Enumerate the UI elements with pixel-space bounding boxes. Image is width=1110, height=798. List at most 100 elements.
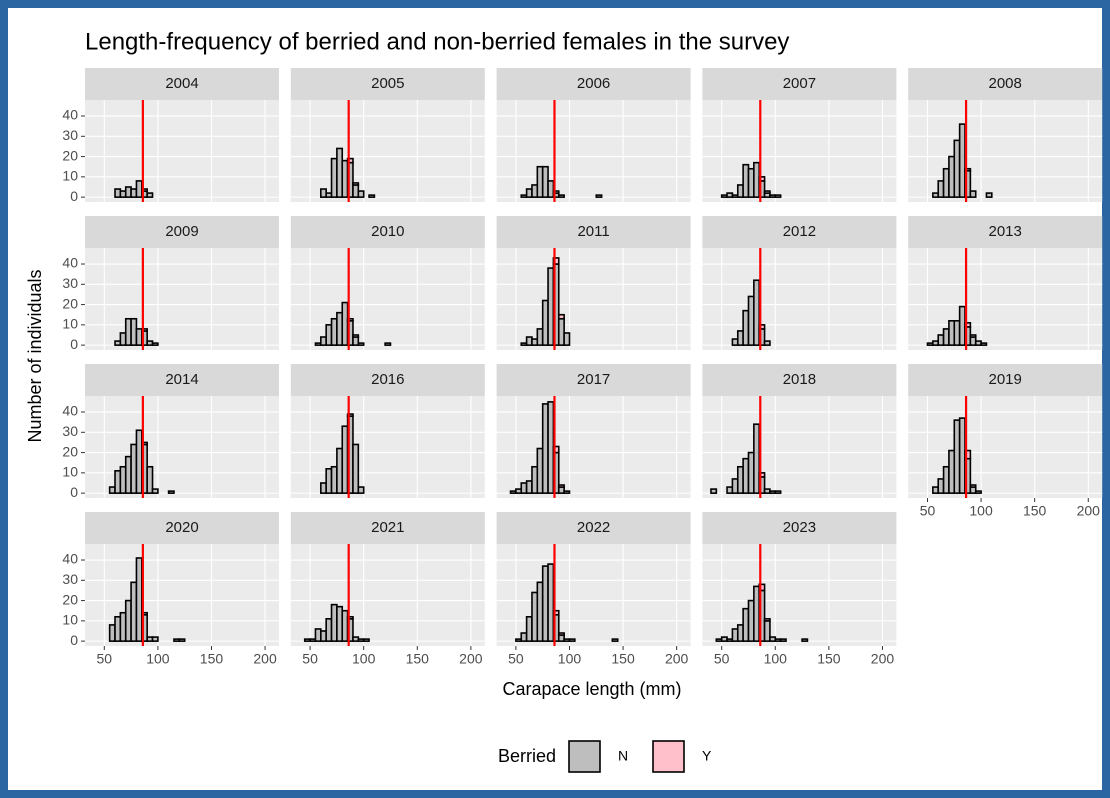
strip — [85, 216, 279, 248]
strip — [908, 364, 1103, 396]
legend-key — [568, 740, 601, 773]
bar — [747, 295, 755, 346]
bar — [541, 165, 549, 198]
bar — [774, 490, 782, 494]
panel-background — [290, 544, 485, 646]
bar — [769, 636, 777, 642]
bar — [520, 194, 528, 198]
strip-label: 2019 — [989, 371, 1022, 388]
bar — [948, 155, 956, 198]
bar — [124, 317, 132, 346]
x-tick-label: 100 — [352, 651, 376, 667]
bar — [352, 182, 360, 186]
strip-label: 2018 — [783, 371, 816, 388]
strip-label: 2016 — [371, 371, 404, 388]
y-tick-label: 10 — [62, 168, 78, 184]
strip — [496, 512, 691, 544]
bar — [969, 334, 977, 338]
bar — [958, 417, 966, 494]
bar — [557, 194, 565, 198]
x-tick-label: 50 — [97, 651, 113, 667]
bar — [974, 490, 982, 494]
bar — [710, 488, 718, 494]
bar — [969, 484, 977, 488]
bar — [942, 465, 950, 494]
strip — [496, 68, 691, 100]
panel-background — [496, 248, 691, 350]
strip — [702, 216, 897, 248]
bar — [547, 267, 555, 346]
bar — [547, 180, 555, 198]
bar — [547, 563, 555, 642]
chart-title: Length-frequency of berried and non-berr… — [85, 28, 789, 55]
legend-key — [652, 740, 685, 773]
bar — [114, 615, 122, 642]
bar — [357, 342, 365, 346]
bar — [942, 328, 950, 346]
bar — [774, 194, 782, 198]
panel-background — [496, 100, 691, 202]
bar — [520, 632, 528, 642]
x-axis-title: Carapace length (mm) — [502, 679, 681, 699]
bar — [932, 486, 940, 494]
bar — [742, 457, 750, 494]
y-tick-label: 40 — [62, 107, 78, 123]
x-tick-label: 100 — [764, 651, 788, 667]
bar — [753, 423, 761, 494]
bar — [726, 486, 734, 494]
bar — [531, 184, 539, 198]
bar — [130, 443, 138, 494]
bar — [948, 449, 956, 494]
panel-background — [85, 248, 279, 350]
strip — [85, 512, 279, 544]
x-tick-label: 50 — [302, 651, 318, 667]
panel-background — [496, 544, 691, 646]
bar — [352, 636, 360, 642]
y-tick-label: 40 — [62, 255, 78, 271]
bar — [124, 455, 132, 494]
panel-background — [85, 396, 279, 498]
bar — [720, 194, 728, 198]
bar — [769, 490, 777, 494]
bar — [937, 180, 945, 198]
bar — [357, 486, 365, 494]
strip — [290, 216, 485, 248]
x-tick-label: 150 — [1023, 503, 1047, 519]
bar — [779, 638, 787, 642]
bar — [736, 330, 744, 346]
bar — [774, 638, 782, 642]
bar — [753, 585, 761, 642]
bar — [742, 309, 750, 346]
x-tick-label: 200 — [253, 651, 277, 667]
bar — [742, 607, 750, 642]
bar — [985, 192, 993, 198]
legend-label: N — [618, 748, 628, 764]
bar — [726, 192, 734, 198]
x-tick-label: 100 — [969, 503, 993, 519]
bar — [547, 401, 555, 494]
bar — [937, 334, 945, 346]
y-tick-label: 30 — [62, 127, 78, 143]
strip-label: 2014 — [165, 371, 198, 388]
bar — [731, 338, 739, 346]
bar — [173, 638, 181, 642]
bar — [320, 482, 327, 494]
strip — [290, 364, 485, 396]
bar — [541, 403, 549, 494]
bar — [330, 317, 338, 346]
bar — [969, 190, 977, 198]
bar — [314, 628, 322, 642]
bar — [151, 488, 159, 494]
strip-label: 2004 — [165, 75, 198, 92]
bar — [525, 336, 533, 346]
bar — [557, 317, 565, 346]
bar — [953, 419, 961, 494]
strip — [85, 364, 279, 396]
bar — [974, 340, 982, 346]
bar — [557, 634, 565, 642]
x-tick-label: 100 — [146, 651, 170, 667]
strip-label: 2005 — [371, 75, 404, 92]
bar — [146, 192, 154, 198]
strip-label: 2010 — [371, 223, 404, 240]
x-tick-label: 100 — [558, 651, 582, 667]
